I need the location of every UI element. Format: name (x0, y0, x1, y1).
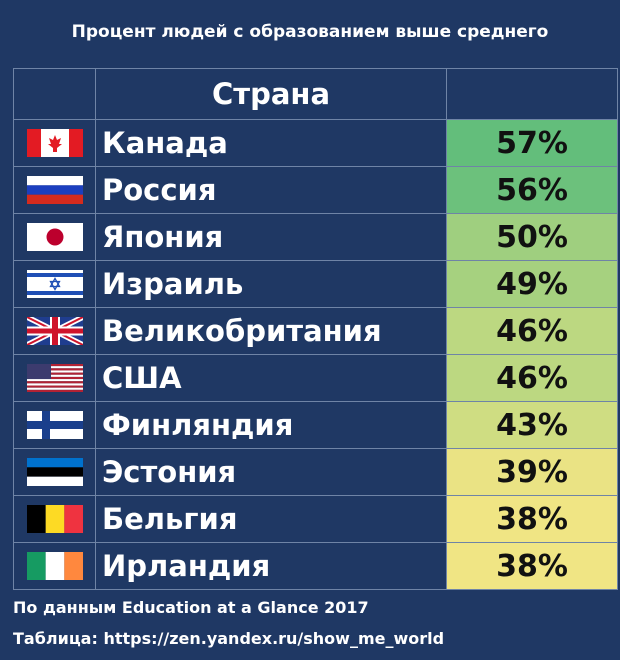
value-label: 38% (446, 542, 618, 590)
country-label: Ирландия (95, 542, 447, 590)
flag-cell (13, 542, 96, 590)
canada-flag-icon (26, 129, 83, 157)
table-row: Ирландия 38% (13, 542, 618, 590)
header-country: Страна (95, 68, 447, 120)
israel-flag-icon (26, 270, 83, 298)
value-label: 46% (446, 354, 618, 402)
country-label: Канада (95, 119, 447, 167)
country-label: Израиль (95, 260, 447, 308)
flag-cell (13, 495, 96, 543)
header-flag (13, 68, 96, 120)
flag-cell (13, 401, 96, 449)
table-row: Великобритания 46% (13, 307, 618, 355)
value-label: 50% (446, 213, 618, 261)
flag-cell (13, 307, 96, 355)
flag-cell (13, 448, 96, 496)
table-row: Япония 50% (13, 213, 618, 261)
flag-cell (13, 354, 96, 402)
russia-flag-icon (26, 176, 83, 204)
ireland-flag-icon (26, 552, 83, 580)
table-row: Бельгия 38% (13, 495, 618, 543)
flag-cell (13, 166, 96, 214)
country-label: США (95, 354, 447, 402)
value-label: 56% (446, 166, 618, 214)
flag-cell (13, 213, 96, 261)
country-label: Финляндия (95, 401, 447, 449)
header-value (446, 68, 618, 120)
table-row: США 46% (13, 354, 618, 402)
value-label: 49% (446, 260, 618, 308)
country-label: Япония (95, 213, 447, 261)
value-label: 38% (446, 495, 618, 543)
country-label: Эстония (95, 448, 447, 496)
japan-flag-icon (26, 223, 83, 251)
page-title: Процент людей с образованием выше средне… (71, 22, 549, 42)
flag-cell (13, 260, 96, 308)
table-row: Финляндия 43% (13, 401, 618, 449)
country-label: Бельгия (95, 495, 447, 543)
table-row: Канада 57% (13, 119, 618, 167)
flag-cell (13, 119, 96, 167)
finland-flag-icon (26, 411, 83, 439)
credit-note: Таблица: https://zen.yandex.ru/show_me_w… (13, 629, 445, 648)
country-label: Великобритания (95, 307, 447, 355)
table-header-row: Страна (13, 68, 618, 120)
belgium-flag-icon (26, 505, 83, 533)
value-label: 46% (446, 307, 618, 355)
table-body: Канада 57% Россия 56% Япония 50% Израиль 49% Вел… (13, 119, 618, 590)
table-row: Израиль 49% (13, 260, 618, 308)
value-label: 43% (446, 401, 618, 449)
table-row: Эстония 39% (13, 448, 618, 496)
value-label: 39% (446, 448, 618, 496)
source-note: По данным Education at a Glance 2017 (13, 598, 369, 617)
country-label: Россия (95, 166, 447, 214)
value-label: 57% (446, 119, 618, 167)
uk-flag-icon (25, 314, 84, 348)
estonia-flag-icon (26, 458, 83, 486)
table-row: Россия 56% (13, 166, 618, 214)
usa-flag-icon (26, 364, 83, 392)
country-table: Страна Канада 57% Россия 56% Япония 50% Израил… (13, 68, 618, 590)
